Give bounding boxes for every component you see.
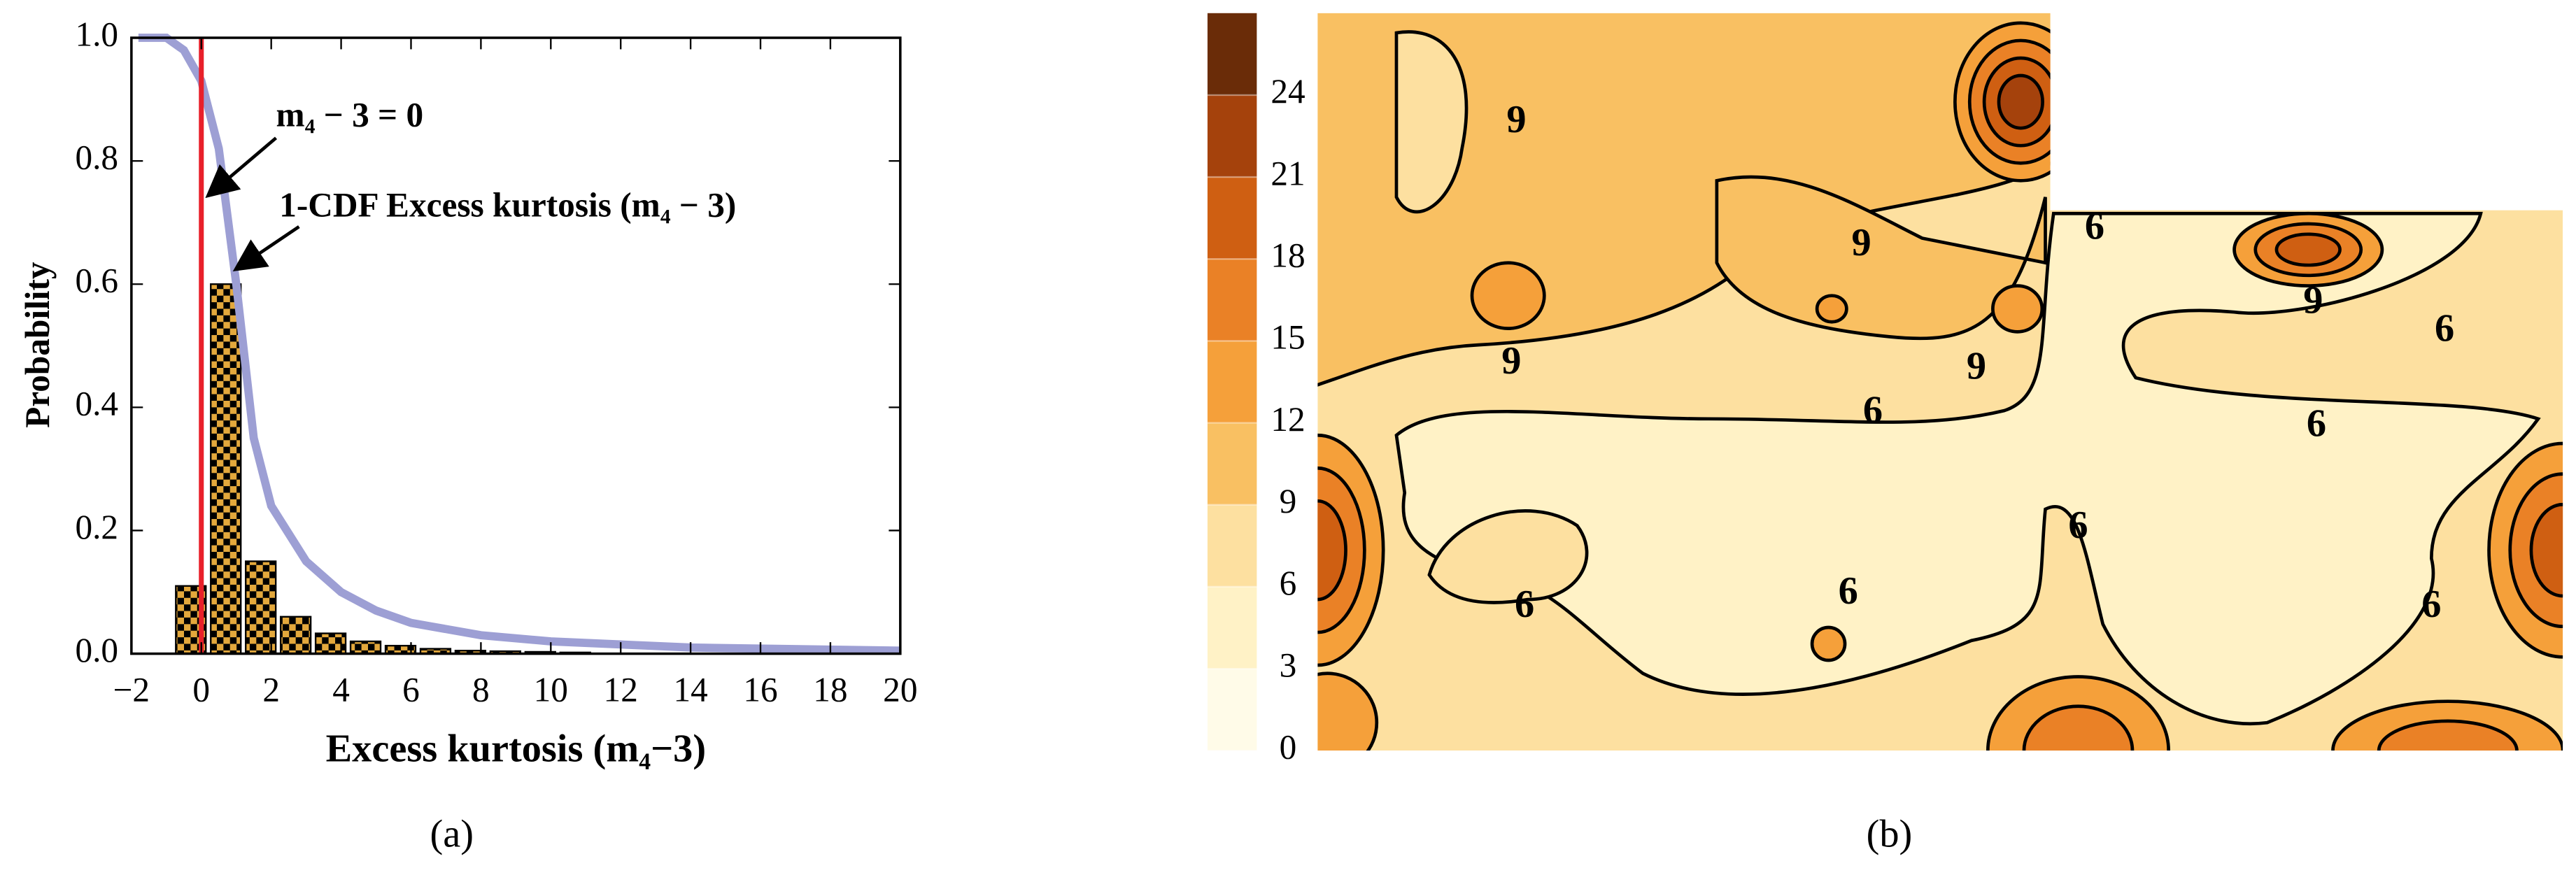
x-tick-label: 18 <box>813 670 847 709</box>
x-tick-label: 14 <box>673 670 707 709</box>
colorbar-label: 6 <box>1280 564 1297 602</box>
contour-label: 9 <box>1851 221 1871 264</box>
y-tick-label: 0.6 <box>75 262 118 300</box>
x-tick-label: 2 <box>262 670 280 709</box>
contour-region <box>1427 509 1589 604</box>
colorbar-segment <box>1207 422 1257 505</box>
contour-region <box>2274 232 2342 267</box>
colorbar-label: 18 <box>1271 236 1305 275</box>
contour-label: 6 <box>2307 401 2326 445</box>
contour-region <box>2022 704 2135 751</box>
annotation-arrow <box>232 225 300 272</box>
contour-label: 9 <box>1967 344 1986 387</box>
bar <box>279 616 312 655</box>
colorbar-label: 12 <box>1271 400 1305 439</box>
x-tick-label: −2 <box>113 670 150 709</box>
y-tick-label: 0.4 <box>75 385 118 423</box>
colorbar-label: 15 <box>1271 318 1305 357</box>
x-axis-label: Excess kurtosis (m₄−3) <box>326 727 707 770</box>
contour-region <box>2377 719 2519 751</box>
contour-region <box>1317 671 1379 751</box>
bar <box>245 560 277 655</box>
x-tick-label: 20 <box>883 670 917 709</box>
contour-region <box>1991 284 2044 334</box>
contour-region <box>1394 211 2541 725</box>
contour-label: 6 <box>1839 569 1858 613</box>
x-tick-label: 4 <box>332 670 350 709</box>
colorbar-segment <box>1207 94 1257 178</box>
colorbar-label: 24 <box>1271 72 1305 111</box>
colorbar-segment <box>1207 668 1257 751</box>
colorbar-label: 0 <box>1280 727 1297 766</box>
y-tick-label: 0.2 <box>75 508 118 546</box>
contour-map <box>1317 13 2563 751</box>
contour-label: 6 <box>2068 504 2088 547</box>
x-tick-label: 16 <box>743 670 777 709</box>
contour-region <box>1986 675 2170 751</box>
contour-label: 9 <box>1506 98 1526 141</box>
contour-region <box>1470 261 1546 330</box>
contour-label: 6 <box>2435 306 2454 350</box>
plot-frame <box>130 36 902 655</box>
colorbar-segment <box>1207 586 1257 669</box>
contour-label: 6 <box>1515 583 1534 626</box>
contour-label: 6 <box>2421 583 2441 626</box>
caption: (b) <box>1867 813 1913 856</box>
contour-region <box>2529 502 2563 598</box>
y-tick-label: 0.0 <box>75 631 118 669</box>
contour-label: 6 <box>1863 389 1883 432</box>
colorbar-segment <box>1207 13 1257 95</box>
contour-label: 6 <box>2085 205 2104 248</box>
y-axis-label: Probability <box>18 262 57 428</box>
contour-region <box>1997 73 2044 130</box>
contour-region <box>2331 699 2563 751</box>
colorbar-segment <box>1207 259 1257 341</box>
contour-region <box>1810 625 1847 662</box>
annotation: 1-CDF Excess kurtosis (m₄ − 3) <box>279 186 736 225</box>
bar <box>210 283 242 655</box>
x-tick-label: 8 <box>472 670 490 709</box>
x-tick-label: 12 <box>604 670 638 709</box>
colorbar-segment <box>1207 177 1257 259</box>
y-tick-label: 0.8 <box>75 138 118 176</box>
x-tick-label: 6 <box>402 670 420 709</box>
contour-region <box>1317 499 1347 602</box>
contour-region <box>1394 30 1469 214</box>
x-tick-label: 0 <box>192 670 210 709</box>
contour-label: 9 <box>2303 278 2323 322</box>
annotation-arrow <box>205 136 278 199</box>
colorbar-segment <box>1207 504 1257 587</box>
colorbar-segment <box>1207 341 1257 423</box>
contour-label: 9 <box>1501 339 1521 383</box>
caption: (a) <box>430 813 474 856</box>
x-tick-label: 10 <box>534 670 568 709</box>
colorbar-label: 21 <box>1271 154 1305 192</box>
y-tick-label: 1.0 <box>75 15 118 53</box>
colorbar-label: 3 <box>1280 646 1297 684</box>
cdf-line <box>138 34 900 655</box>
contour-region <box>1815 294 1848 324</box>
bar <box>349 640 382 655</box>
contour-region <box>2508 472 2563 629</box>
colorbar-label: 9 <box>1280 482 1297 520</box>
annotation: m₄ − 3 = 0 <box>276 95 424 134</box>
